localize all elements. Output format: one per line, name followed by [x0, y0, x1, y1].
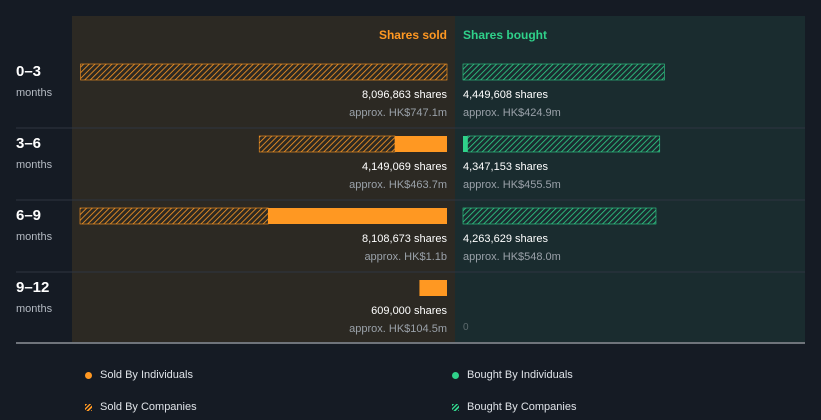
sold-shares-label: 4,149,069 shares: [362, 161, 448, 173]
sold-header: Shares sold: [379, 28, 447, 42]
bought-companies-bar: [462, 207, 657, 225]
legend-hatch-icon: [85, 403, 92, 411]
period-unit: months: [16, 303, 53, 315]
legend-label: Sold By Companies: [100, 401, 197, 413]
bought-header: Shares bought: [463, 28, 547, 42]
bought-individuals-bar: [463, 136, 468, 152]
sold-individuals-bar: [394, 136, 447, 152]
period-label: 0–3: [16, 63, 41, 80]
sold-approx-value: approx. HK$1.1b: [364, 251, 447, 263]
legend-label: Sold By Individuals: [100, 369, 193, 381]
bought-shares-label: 4,263,629 shares: [463, 233, 549, 245]
bought-approx-value: approx. HK$424.9m: [463, 107, 561, 119]
legend-item: Sold By Individuals: [85, 369, 193, 381]
legend-dot-icon: [452, 371, 459, 379]
bought-shares-label: 4,347,153 shares: [463, 161, 549, 173]
period-label: 6–9: [16, 207, 41, 224]
legend-hatch-icon: [452, 403, 459, 411]
bought-shares-label: 4,449,608 shares: [463, 89, 549, 101]
sold-companies-bar: [80, 63, 448, 81]
sold-approx-value: approx. HK$747.1m: [349, 107, 447, 119]
period-unit: months: [16, 87, 53, 99]
bought-approx-value: approx. HK$455.5m: [463, 179, 561, 191]
legend-label: Bought By Companies: [467, 401, 577, 413]
bought-shares-label: 0: [463, 322, 469, 333]
period-unit: months: [16, 231, 53, 243]
sold-companies-bar: [258, 135, 396, 153]
sold-individuals-bar: [419, 280, 447, 296]
sold-shares-label: 8,096,863 shares: [362, 89, 448, 101]
period-label: 9–12: [16, 279, 49, 296]
sold-approx-value: approx. HK$104.5m: [349, 323, 447, 335]
sold-shares-label: 609,000 shares: [371, 305, 447, 317]
sold-shares-label: 8,108,673 shares: [362, 233, 448, 245]
bought-companies-bar: [462, 63, 665, 81]
legend-item: Sold By Companies: [85, 401, 197, 413]
sold-approx-value: approx. HK$463.7m: [349, 179, 447, 191]
period-unit: months: [16, 159, 53, 171]
bought-approx-value: approx. HK$548.0m: [463, 251, 561, 263]
legend-dot-icon: [85, 371, 92, 379]
sold-companies-bar: [79, 207, 269, 225]
period-label: 3–6: [16, 135, 41, 152]
legend-label: Bought By Individuals: [467, 369, 573, 381]
bought-companies-bar: [467, 135, 661, 153]
sold-individuals-bar: [268, 208, 447, 224]
legend-item: Bought By Individuals: [452, 369, 573, 381]
legend-item: Bought By Companies: [452, 401, 576, 413]
